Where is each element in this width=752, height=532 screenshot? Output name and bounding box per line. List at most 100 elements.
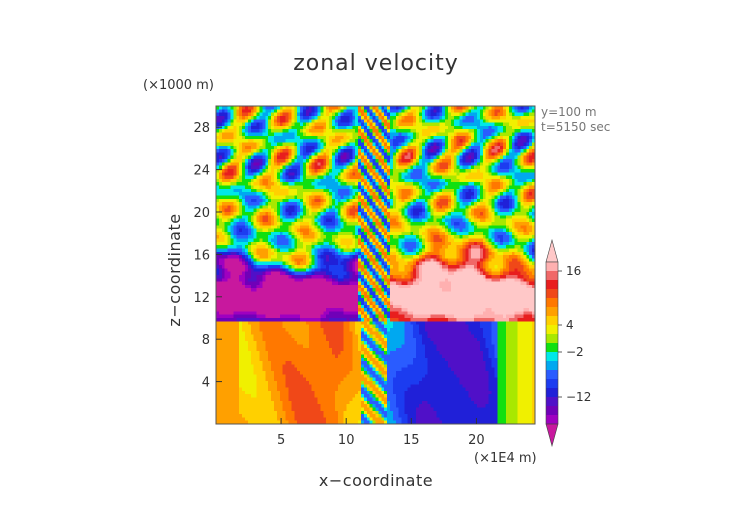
heatmap-cell xyxy=(407,132,411,137)
heatmap-cell xyxy=(285,245,290,250)
heatmap-cell xyxy=(256,159,261,163)
heatmap-cell xyxy=(482,139,487,144)
heatmap-cell xyxy=(363,198,368,203)
heatmap-cell xyxy=(390,159,394,163)
heatmap-cell xyxy=(511,238,516,243)
heatmap-cell xyxy=(532,225,536,230)
heatmap-cell xyxy=(218,122,223,127)
heatmap-cell xyxy=(245,221,249,226)
heatmap-cell xyxy=(294,225,298,230)
heatmap-cell xyxy=(404,235,408,240)
heatmap-cell xyxy=(265,195,269,200)
heatmap-cell xyxy=(256,215,261,220)
heatmap-cell xyxy=(459,155,464,160)
heatmap-cell xyxy=(442,192,446,197)
heatmap-cell xyxy=(236,142,240,147)
heatmap-cell xyxy=(340,182,345,187)
heatmap-cell xyxy=(372,145,377,150)
heatmap-cell xyxy=(361,228,365,233)
heatmap-cell xyxy=(477,202,481,206)
heatmap-cell xyxy=(369,109,374,114)
heatmap-cell xyxy=(482,195,487,200)
heatmap-cell xyxy=(497,178,501,183)
heatmap-cell xyxy=(465,192,469,197)
heatmap-cell xyxy=(253,225,258,230)
heatmap-cell xyxy=(224,225,229,230)
heatmap-cell xyxy=(268,155,272,160)
heatmap-cell xyxy=(230,208,234,213)
heatmap-cell xyxy=(227,142,232,147)
heatmap-cell xyxy=(314,235,319,240)
heatmap-cell xyxy=(363,212,368,216)
heatmap-cell xyxy=(262,149,266,153)
heatmap-cell xyxy=(520,202,524,206)
heatmap-cell xyxy=(506,241,510,246)
heatmap-cell xyxy=(419,231,423,236)
heatmap-cell xyxy=(297,175,301,180)
heatmap-cell xyxy=(334,112,339,117)
heatmap-cell xyxy=(343,228,348,233)
heatmap-cell xyxy=(279,135,284,140)
heatmap-cell xyxy=(517,175,522,180)
heatmap-cell xyxy=(216,129,220,134)
heatmap-cell xyxy=(375,175,379,180)
heatmap-cell xyxy=(404,251,408,256)
heatmap-cell xyxy=(436,198,440,203)
heatmap-cell xyxy=(250,245,255,250)
heatmap-cell xyxy=(285,208,290,213)
heatmap-cell xyxy=(468,238,472,243)
heatmap-cell xyxy=(224,245,229,250)
heatmap-cell xyxy=(265,215,269,220)
heatmap-cell xyxy=(503,205,507,210)
heatmap-cell xyxy=(398,106,403,110)
heatmap-cell xyxy=(514,109,519,114)
heatmap-cell xyxy=(311,132,316,137)
heatmap-cell xyxy=(384,185,388,190)
heatmap-cell xyxy=(291,125,295,130)
heatmap-cell xyxy=(297,208,301,213)
heatmap-cell xyxy=(346,215,350,220)
heatmap-cell xyxy=(242,155,246,160)
heatmap-cell xyxy=(427,212,432,216)
heatmap-cell xyxy=(421,129,426,134)
heatmap-cell xyxy=(221,248,226,253)
heatmap-cell xyxy=(282,182,287,187)
heatmap-cell xyxy=(436,152,440,157)
heatmap-cell xyxy=(340,165,345,170)
heatmap-cell xyxy=(421,178,426,183)
heatmap-cell xyxy=(291,165,295,170)
heatmap-cell xyxy=(250,155,255,160)
heatmap-cell xyxy=(433,172,437,177)
heatmap-cell xyxy=(421,132,426,137)
heatmap-cell xyxy=(317,215,321,220)
heatmap-cell xyxy=(378,251,382,256)
heatmap-cell xyxy=(268,125,272,130)
heatmap-cell xyxy=(375,178,379,183)
heatmap-cell xyxy=(462,149,466,153)
heatmap-cell xyxy=(259,218,263,223)
heatmap-cell xyxy=(288,152,292,157)
heatmap-cell xyxy=(271,162,275,167)
heatmap-cell xyxy=(253,202,258,206)
heatmap-cell xyxy=(242,198,246,203)
heatmap-cell xyxy=(456,202,461,206)
heatmap-cell xyxy=(442,185,446,190)
heatmap-cell xyxy=(421,155,426,160)
heatmap-cell xyxy=(308,235,313,240)
heatmap-cell xyxy=(236,202,240,206)
heatmap-cell xyxy=(349,185,353,190)
heatmap-cell xyxy=(363,225,368,230)
heatmap-cell xyxy=(511,182,516,187)
heatmap-cell xyxy=(453,142,458,147)
heatmap-cell xyxy=(358,152,362,157)
heatmap-cell xyxy=(253,212,258,216)
heatmap-cell xyxy=(474,225,478,230)
heatmap-cell xyxy=(468,241,472,246)
heatmap-cell xyxy=(288,135,292,140)
heatmap-cell xyxy=(294,235,298,240)
heatmap-cell xyxy=(459,248,464,253)
heatmap-cell xyxy=(236,115,240,120)
heatmap-cell xyxy=(221,168,226,173)
heatmap-cell xyxy=(242,182,246,187)
heatmap-cell xyxy=(242,251,246,256)
